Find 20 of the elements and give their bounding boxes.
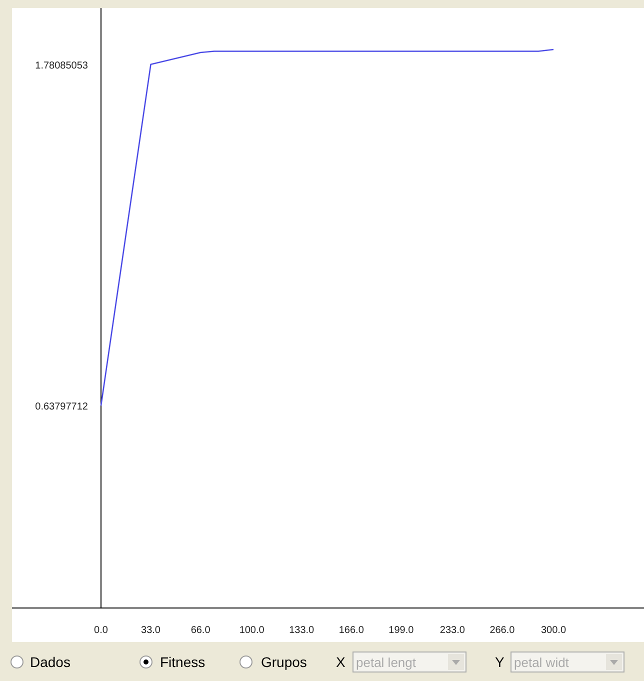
x-tick-label: 166.0 <box>338 625 364 636</box>
text: Dados <box>30 654 70 670</box>
x-tick-label: 133.0 <box>289 625 315 636</box>
text: X <box>336 654 346 670</box>
x-tick-label: 266.0 <box>490 625 516 636</box>
text: petal widt <box>514 655 570 670</box>
x-tick-label: 0.0 <box>94 625 108 636</box>
text: Grupos <box>261 654 307 670</box>
text: Y <box>495 654 505 670</box>
text: Fitness <box>160 654 206 670</box>
x-tick-label: 33.0 <box>141 625 161 636</box>
text: petal lengt <box>356 655 416 670</box>
x-tick-label: 300.0 <box>540 625 566 636</box>
line-series <box>100 48 554 406</box>
x-tick-label: 100.0 <box>239 625 265 636</box>
x-tick-label: 233.0 <box>440 625 466 636</box>
y-tick-label: 1.78085053 <box>35 60 88 72</box>
y-tick-label: 0.63797712 <box>35 402 88 413</box>
x-tick-label: 199.0 <box>388 625 414 636</box>
x-tick-label: 66.0 <box>190 625 211 636</box>
